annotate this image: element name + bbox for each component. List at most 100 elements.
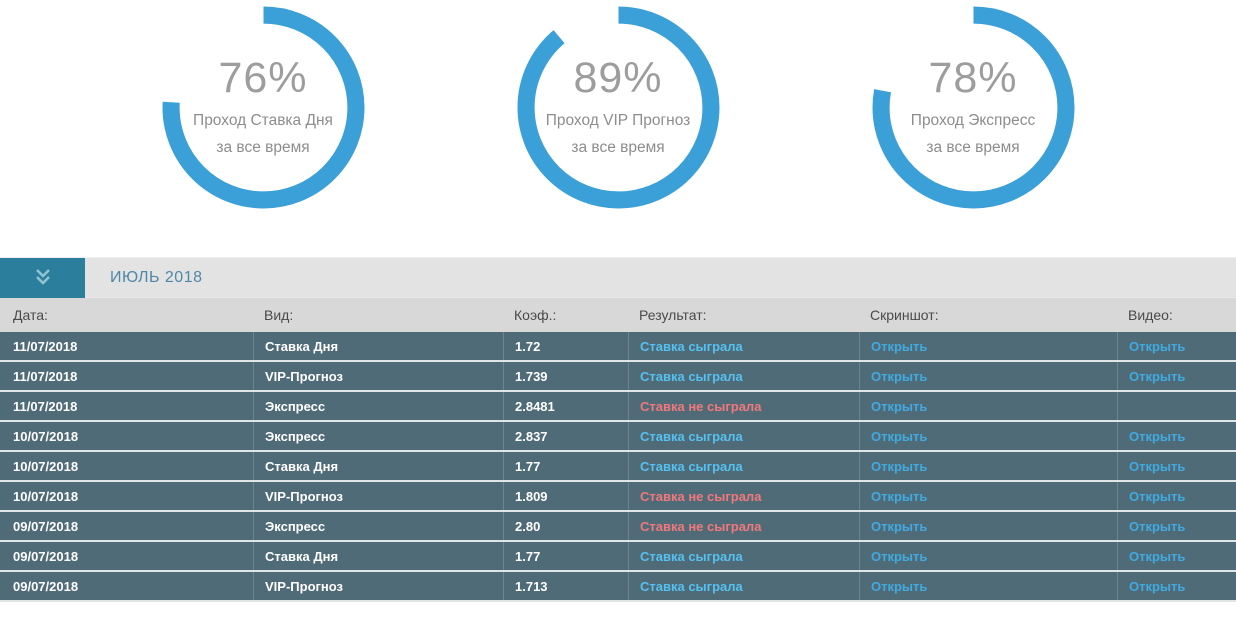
column-header-coef: Коэф.: [514, 307, 557, 323]
cell-video: Открыть [1117, 362, 1236, 390]
donut-stat-express: 78% Проход Экспресс за все время [871, 5, 1076, 210]
column-header-result: Результат: [639, 307, 707, 323]
donut-chart [517, 6, 719, 209]
collapse-month-button[interactable] [0, 258, 85, 298]
month-bar: ИЮЛЬ 2018 [0, 257, 1236, 298]
cell-result: Ставка сыграла [628, 422, 859, 450]
video-open-link[interactable]: Открыть [1129, 488, 1186, 504]
screenshot-open-link[interactable]: Открыть [871, 458, 928, 474]
cell-date: 09/07/2018 [13, 548, 79, 564]
stat-percent: 76% [218, 53, 308, 102]
cell-video: Открыть [1117, 542, 1236, 570]
donut-stat-vip-prognoz: 89% Проход VIP Прогноз за все время [516, 5, 721, 210]
cell-result: Ставка не сыграла [628, 392, 859, 420]
cell-screenshot: Открыть [859, 392, 1117, 420]
table-row: 11/07/2018 Экспресс 2.8481 Ставка не сыг… [0, 392, 1236, 422]
screenshot-open-link[interactable]: Открыть [871, 338, 928, 354]
cell-type: Экспресс [253, 392, 503, 420]
cell-type: Ставка Дня [253, 452, 503, 480]
cell-type: Экспресс [253, 422, 503, 450]
cell-date: 10/07/2018 [13, 488, 79, 504]
screenshot-open-link[interactable]: Открыть [871, 398, 928, 414]
donut-chart [872, 6, 1074, 209]
stat-percent: 78% [928, 53, 1018, 102]
donut-stat-stavka-dnya: 76% Проход Ставка Дня за все время [161, 5, 366, 210]
cell-video: Открыть [1117, 422, 1236, 450]
cell-result: Ставка сыграла [628, 452, 859, 480]
cell-video [1117, 392, 1236, 420]
screenshot-open-link[interactable]: Открыть [871, 488, 928, 504]
cell-screenshot: Открыть [859, 422, 1117, 450]
column-header-date: Дата: [13, 307, 48, 323]
cell-coef: 2.837 [503, 422, 628, 450]
table-row: 09/07/2018 VIP-Прогноз 1.713 Ставка сыгр… [0, 572, 1236, 602]
table-row: 10/07/2018 Экспресс 2.837 Ставка сыграла… [0, 422, 1236, 452]
table-row: 11/07/2018 Ставка Дня 1.72 Ставка сыграл… [0, 332, 1236, 362]
video-open-link[interactable]: Открыть [1129, 338, 1186, 354]
cell-result: Ставка сыграла [628, 362, 859, 390]
cell-coef: 1.77 [503, 452, 628, 480]
cell-screenshot: Открыть [859, 542, 1117, 570]
stat-caption: Проход VIP Прогноз за все время [545, 111, 691, 157]
cell-screenshot: Открыть [859, 512, 1117, 540]
cell-type: Ставка Дня [253, 332, 503, 360]
screenshot-open-link[interactable]: Открыть [871, 578, 928, 594]
cell-result: Ставка сыграла [628, 332, 859, 360]
cell-result: Ставка не сыграла [628, 482, 859, 510]
table-row: 10/07/2018 Ставка Дня 1.77 Ставка сыграл… [0, 452, 1236, 482]
screenshot-open-link[interactable]: Открыть [871, 428, 928, 444]
month-label: ИЮЛЬ 2018 [110, 269, 203, 286]
stats-section: 76% Проход Ставка Дня за все время 89% П… [0, 0, 1236, 212]
cell-coef: 1.739 [503, 362, 628, 390]
screenshot-open-link[interactable]: Открыть [871, 518, 928, 534]
cell-result: Ставка сыграла [628, 542, 859, 570]
column-header-video: Видео: [1128, 307, 1173, 323]
video-open-link[interactable]: Открыть [1129, 578, 1186, 594]
cell-coef: 2.8481 [503, 392, 628, 420]
table-header-row: Дата: Вид: Коэф.: Результат: Скриншот: В… [0, 297, 1236, 332]
table-row: 11/07/2018 VIP-Прогноз 1.739 Ставка сыгр… [0, 362, 1236, 392]
video-open-link[interactable]: Открыть [1129, 428, 1186, 444]
cell-type: VIP-Прогноз [253, 482, 503, 510]
column-header-type: Вид: [264, 307, 294, 323]
cell-type: Экспресс [253, 512, 503, 540]
cell-coef: 1.77 [503, 542, 628, 570]
cell-type: VIP-Прогноз [253, 572, 503, 600]
table-row: 10/07/2018 VIP-Прогноз 1.809 Ставка не с… [0, 482, 1236, 512]
cell-type: VIP-Прогноз [253, 362, 503, 390]
cell-video: Открыть [1117, 572, 1236, 600]
cell-screenshot: Открыть [859, 452, 1117, 480]
table-row: 09/07/2018 Экспресс 2.80 Ставка не сыгра… [0, 512, 1236, 542]
cell-coef: 1.809 [503, 482, 628, 510]
cell-screenshot: Открыть [859, 482, 1117, 510]
cell-video: Открыть [1117, 482, 1236, 510]
screenshot-open-link[interactable]: Открыть [871, 368, 928, 384]
video-open-link[interactable]: Открыть [1129, 458, 1186, 474]
video-open-link[interactable]: Открыть [1129, 548, 1186, 564]
table-row: 09/07/2018 Ставка Дня 1.77 Ставка сыграл… [0, 542, 1236, 572]
cell-result: Ставка сыграла [628, 572, 859, 600]
cell-screenshot: Открыть [859, 332, 1117, 360]
screenshot-open-link[interactable]: Открыть [871, 548, 928, 564]
cell-date: 10/07/2018 [13, 428, 79, 444]
cell-video: Открыть [1117, 512, 1236, 540]
stat-caption: Проход Ставка Дня за все время [193, 111, 333, 157]
cell-date: 10/07/2018 [13, 458, 79, 474]
double-chevron-down-icon [35, 269, 50, 285]
cell-video: Открыть [1117, 332, 1236, 360]
cell-result: Ставка не сыграла [628, 512, 859, 540]
cell-date: 09/07/2018 [13, 518, 79, 534]
cell-coef: 1.713 [503, 572, 628, 600]
video-open-link[interactable]: Открыть [1129, 368, 1186, 384]
stat-caption: Проход Экспресс за все время [910, 111, 1036, 157]
cell-coef: 2.80 [503, 512, 628, 540]
video-open-link[interactable]: Открыть [1129, 518, 1186, 534]
donut-chart [162, 6, 364, 209]
table-body: 11/07/2018 Ставка Дня 1.72 Ставка сыграл… [0, 332, 1236, 602]
cell-date: 11/07/2018 [13, 338, 78, 354]
cell-date: 09/07/2018 [13, 578, 79, 594]
cell-coef: 1.72 [503, 332, 628, 360]
cell-screenshot: Открыть [859, 572, 1117, 600]
cell-video: Открыть [1117, 452, 1236, 480]
stat-percent: 89% [573, 53, 663, 102]
